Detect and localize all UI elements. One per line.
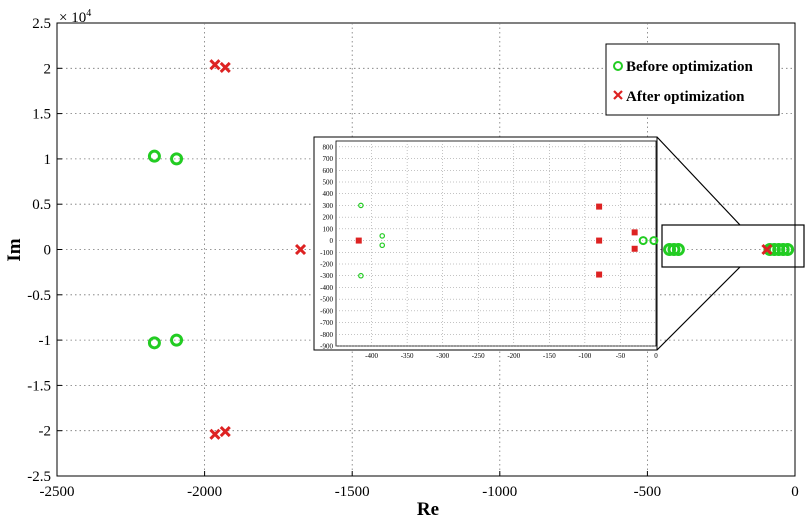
inset-x-tick-label: -200 xyxy=(507,352,520,360)
inset-point-after xyxy=(631,245,638,252)
main-y-tick-label: 2.5 xyxy=(32,16,51,32)
y-multiplier: × 104 xyxy=(59,8,91,26)
inset-point-before xyxy=(358,202,364,209)
main-point-after xyxy=(761,243,773,256)
main-x-tick-label: -500 xyxy=(634,484,662,500)
main-y-tick-label: 0.5 xyxy=(32,197,51,213)
inset-y-tick-label: 500 xyxy=(323,179,334,187)
inset-y-tick-label: 200 xyxy=(323,214,334,222)
main-y-tick-label: -1 xyxy=(39,333,52,349)
main-y-tick-label: 1 xyxy=(44,152,52,168)
y-axis-label: Im xyxy=(4,238,25,261)
legend-label-before: Before optimization xyxy=(626,59,753,75)
main-x-tick-label: -2500 xyxy=(40,484,75,500)
main-y-tick-label: -2 xyxy=(39,424,52,440)
main-point-after xyxy=(219,61,231,73)
inset-y-tick-label: 700 xyxy=(323,155,334,163)
inset-y-tick-label: 400 xyxy=(323,190,334,198)
inset-y-tick-label: -700 xyxy=(320,319,333,327)
main-point-before xyxy=(776,243,790,256)
main-y-tick-label: 1.5 xyxy=(32,107,51,123)
inset-x-tick-label: -300 xyxy=(436,352,449,360)
main-y-tick-labels: 2.5 2 1.5 1 0.5 0 -0.5 -1 -1.5 -2 -2.5 xyxy=(27,16,51,485)
inset-y-tick-label: -600 xyxy=(320,307,333,315)
inset-y-tick-label: -100 xyxy=(320,249,333,257)
main-x-tick-label: 0 xyxy=(791,484,799,500)
inset-y-tick-label: 600 xyxy=(323,167,334,175)
inset-data-points xyxy=(355,202,659,279)
inset-x-tick-labels: -400 -350 -300 -250 -200 -150 -100 -50 0 xyxy=(365,352,658,360)
inset-x-tick-label: -350 xyxy=(401,352,414,360)
inset-x-tick-label: -400 xyxy=(365,352,378,360)
main-y-tick-label: -0.5 xyxy=(27,288,51,304)
zoom-connector-top xyxy=(656,136,741,226)
inset-y-tick-label: -400 xyxy=(320,284,333,292)
inset-point-after xyxy=(631,229,638,236)
inset-axes-frame xyxy=(335,140,657,347)
main-point-after xyxy=(219,426,231,438)
legend-box xyxy=(605,43,780,116)
inset-x-tick-label: -50 xyxy=(616,352,626,360)
inset-point-before xyxy=(649,236,659,246)
legend-marker-after xyxy=(613,90,623,100)
main-point-before xyxy=(781,243,795,256)
x-axis-label: Re xyxy=(417,499,439,520)
main-point-before xyxy=(147,336,161,350)
inset-y-tick-label: 300 xyxy=(323,202,334,210)
inset-point-after xyxy=(596,203,603,210)
zoom-connector-bottom xyxy=(656,266,741,351)
main-point-after xyxy=(209,59,221,71)
inset-point-before xyxy=(638,236,648,246)
inset-x-tick-label: -150 xyxy=(543,352,556,360)
inset-y-tick-label: 800 xyxy=(323,143,334,151)
inset-y-tick-label: -900 xyxy=(320,343,333,351)
zoom-region-box xyxy=(661,224,805,268)
main-y-tick-label: -2.5 xyxy=(27,469,51,485)
inset-y-tick-label: -800 xyxy=(320,331,333,339)
legend-label-after: After optimization xyxy=(626,89,745,105)
main-y-tick-label: 2 xyxy=(44,61,52,77)
legend: Before optimization After optimization xyxy=(605,43,780,116)
inset-y-tick-labels: 800 700 600 500 400 300 200 100 0 -100 -200 -300 -40… xyxy=(320,143,333,350)
inset-point-before xyxy=(379,242,386,249)
main-point-before xyxy=(170,333,184,347)
main-y-tick-label: -1.5 xyxy=(27,378,51,394)
inset-y-tick-label: 100 xyxy=(323,225,334,233)
main-point-before xyxy=(667,243,681,256)
inset-x-tick-label: 0 xyxy=(654,352,658,360)
main-x-tick-label: -2000 xyxy=(187,484,222,500)
main-point-after xyxy=(294,243,307,256)
inset-point-after xyxy=(596,271,603,278)
inset-point-after xyxy=(355,237,362,244)
main-y-tick-label: 0 xyxy=(44,243,52,259)
inset-y-tick-label: -300 xyxy=(320,272,333,280)
main-point-before xyxy=(147,149,161,163)
inset-x-tick-label: -100 xyxy=(578,352,591,360)
inset-y-tick-label: -500 xyxy=(320,296,333,304)
inset-y-tick-label: 0 xyxy=(330,237,334,245)
main-x-tick-label: -1500 xyxy=(335,484,370,500)
inset-point-before xyxy=(379,233,386,239)
main-x-tick-labels: -2500 -2000 -1500 -1000 -500 0 xyxy=(40,484,799,500)
main-point-before xyxy=(671,243,685,256)
legend-marker-before xyxy=(613,61,623,71)
inset-point-after xyxy=(596,237,603,244)
main-point-after xyxy=(209,428,221,440)
inset-point-before xyxy=(358,272,364,279)
main-data-points xyxy=(147,59,795,440)
inset-grid xyxy=(336,141,656,347)
main-x-tick-label: -1000 xyxy=(482,484,517,500)
inset-y-tick-label: -200 xyxy=(320,261,333,269)
main-point-before xyxy=(170,152,184,166)
inset-x-tick-label: -250 xyxy=(472,352,485,360)
